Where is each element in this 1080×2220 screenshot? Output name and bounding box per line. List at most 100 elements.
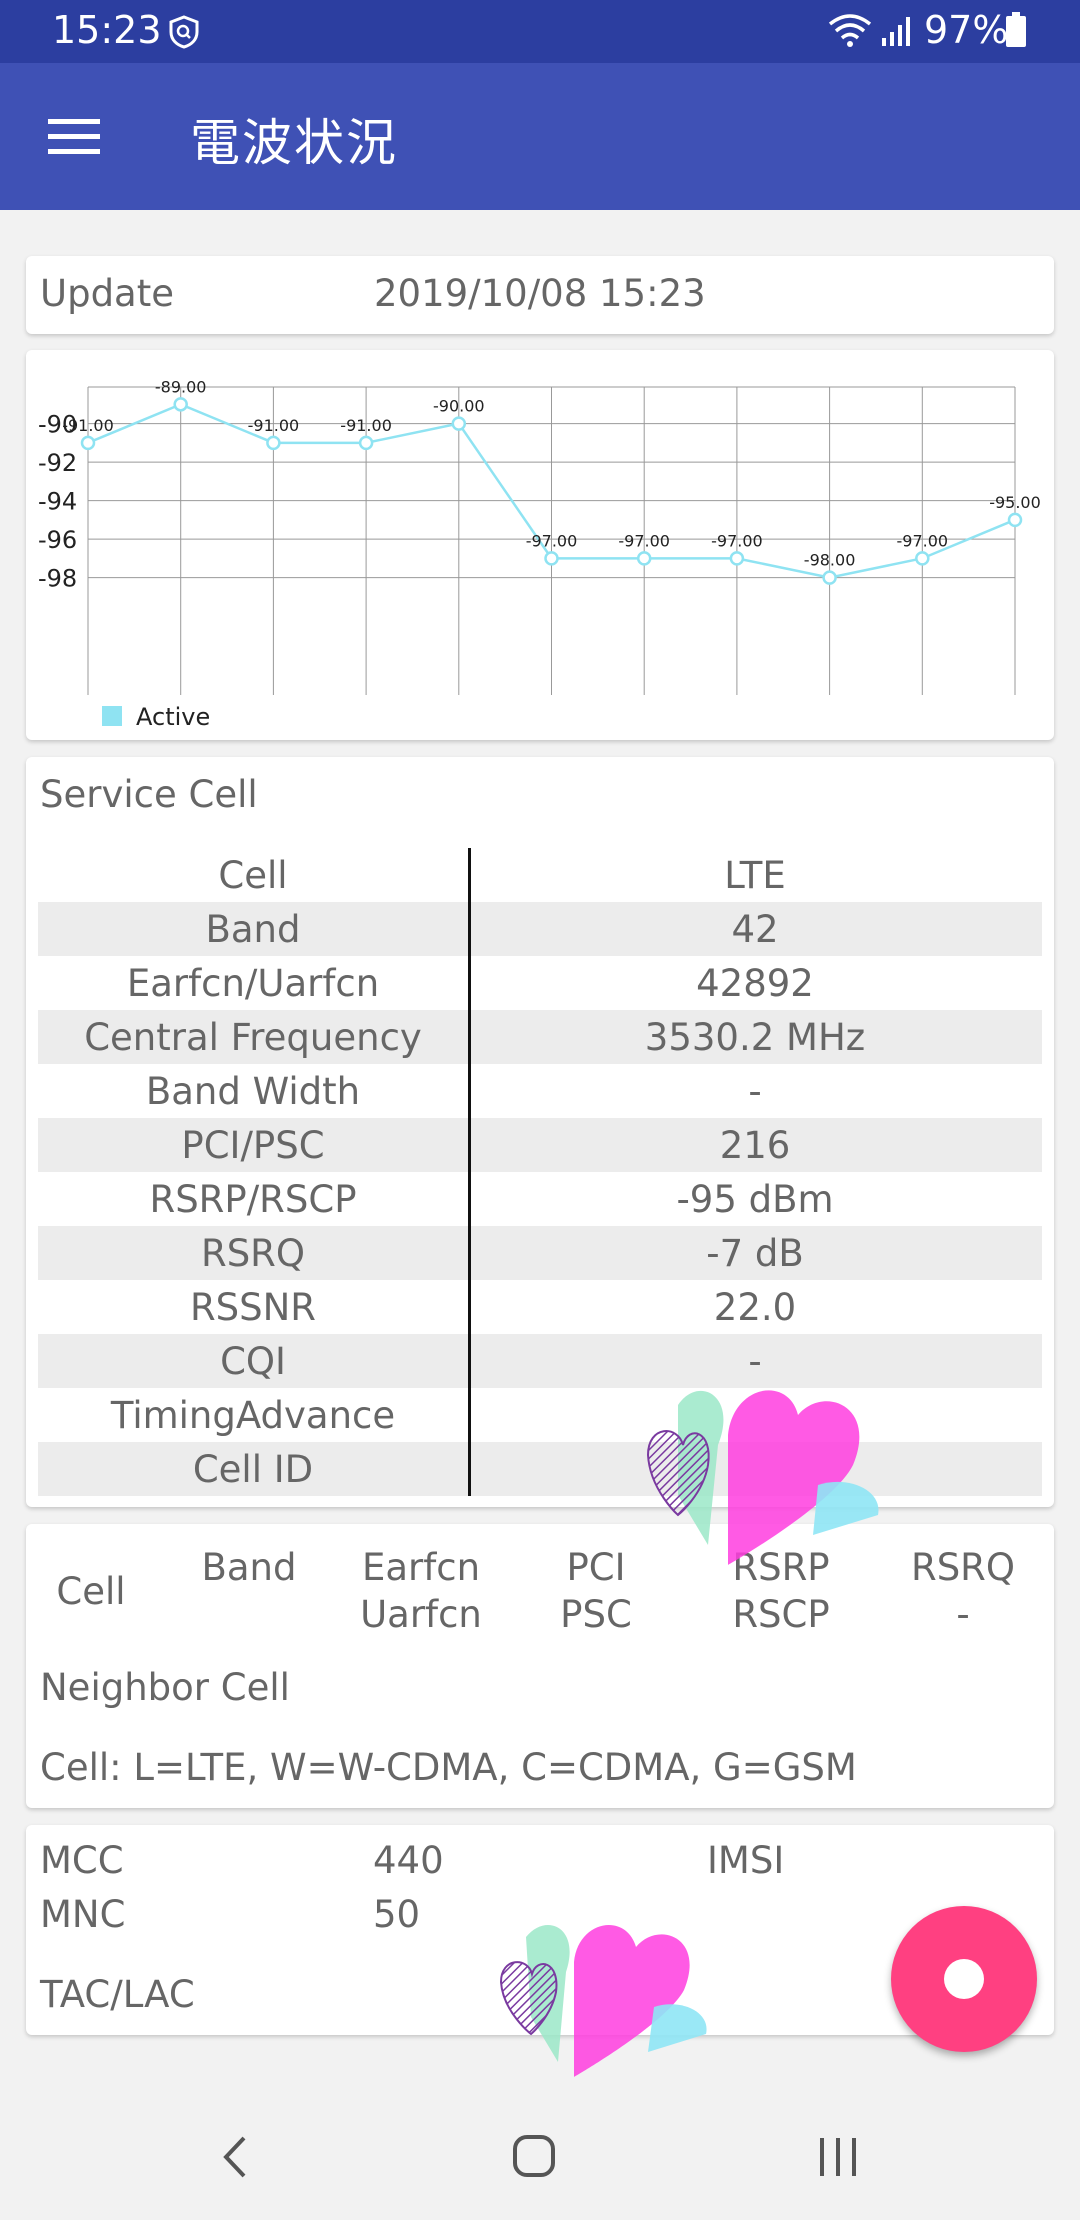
tac-lac-label: TAC/LAC <box>40 1973 195 2016</box>
mcc-label: MCC <box>40 1839 124 1882</box>
menu-icon[interactable] <box>48 117 100 161</box>
row-label: TimingAdvance <box>110 1393 396 1437</box>
data-point <box>266 435 281 451</box>
update-card: Update 2019/10/08 15:23 <box>26 256 1054 334</box>
mnc-label: MNC <box>40 1893 126 1936</box>
system-nav-bar <box>0 2094 1080 2220</box>
row-value: - <box>748 1339 762 1383</box>
row-label: Band <box>205 907 301 951</box>
hearts-sticker <box>638 1375 888 1569</box>
header-line-2: RSCP <box>732 1593 830 1636</box>
data-label: -97.00 <box>711 531 763 550</box>
header-line-1: RSRP <box>732 1546 830 1589</box>
neighbor-header-band: Band <box>174 1544 324 1591</box>
row-label: PCI/PSC <box>181 1123 325 1167</box>
data-label: -90.00 <box>433 397 485 416</box>
neighbor-header-rsrp: RSRP RSCP <box>706 1544 856 1638</box>
row-label: RSSNR <box>189 1285 317 1329</box>
table-row: Cell LTE <box>38 848 1042 902</box>
table-row: RSSNR 22.0 <box>38 1280 1042 1334</box>
battery-percent: 97% <box>924 8 1009 52</box>
header-line-1: RSRQ <box>910 1546 1016 1589</box>
neighbor-cell-card: Cell Band Earfcn Uarfcn PCI PSC RSRP RSC… <box>26 1524 1054 1808</box>
row-label: Central Frequency <box>84 1015 422 1059</box>
data-point <box>822 570 837 585</box>
row-label: Band Width <box>145 1069 361 1113</box>
neighbor-cell-title: Neighbor Cell <box>40 1666 290 1709</box>
row-label: Earfcn/Uarfcn <box>126 961 380 1005</box>
header-line-1: Band <box>201 1546 297 1589</box>
signal-chart: -90 -92 -94 -96 -98 -91.00 -89.00 -91.00 -91.00 -… <box>26 350 1054 740</box>
data-point <box>544 551 559 566</box>
header-line-2: - <box>956 1593 970 1636</box>
row-value: 42 <box>731 907 779 951</box>
row-label: Cell <box>218 853 288 897</box>
data-label: -91.00 <box>248 416 300 435</box>
hearts-sticker <box>496 1912 716 2086</box>
row-label: Cell ID <box>192 1447 314 1491</box>
row-value: LTE <box>724 853 786 897</box>
status-time: 15:23 <box>52 8 162 52</box>
data-point <box>729 551 745 566</box>
recent-apps-icon[interactable] <box>816 2132 862 2186</box>
row-value: - <box>748 1069 762 1113</box>
data-label: -91.00 <box>62 416 114 435</box>
update-label: Update <box>40 272 174 315</box>
header-line-1: Cell <box>56 1570 126 1613</box>
data-point <box>173 397 188 412</box>
imsi-label: IMSI <box>707 1839 785 1882</box>
data-label: -97.00 <box>618 531 670 550</box>
table-row: Cell ID <box>38 1442 1042 1496</box>
table-divider <box>468 848 471 1496</box>
legend-label: Active <box>136 703 210 731</box>
row-label: CQI <box>220 1339 286 1383</box>
header-line-2: Uarfcn <box>360 1593 482 1636</box>
status-bar: 15:23 97% <box>0 0 1080 63</box>
y-tick-label: -98 <box>38 565 77 593</box>
data-label: -95.00 <box>989 493 1041 512</box>
mcc-value: 440 <box>373 1839 444 1882</box>
table-row: Band Width - <box>38 1064 1042 1118</box>
record-button[interactable] <box>891 1906 1037 2052</box>
service-cell-table: Cell LTE Band 42 Earfcn/Uarfcn 42892 Centra… <box>38 848 1042 1496</box>
data-point <box>358 435 374 451</box>
data-label: -97.00 <box>897 531 949 550</box>
header-line-1: Earfcn <box>361 1546 481 1589</box>
neighbor-cell-legend: Cell: L=LTE, W=W-CDMA, C=CDMA, G=GSM <box>40 1746 857 1789</box>
table-row: Central Frequency 3530.2 MHz <box>38 1010 1042 1064</box>
data-point <box>915 551 930 566</box>
data-label: -89.00 <box>155 377 207 396</box>
neighbor-header-earfcn: Earfcn Uarfcn <box>336 1544 506 1638</box>
battery-icon <box>1005 12 1027 52</box>
row-label: RSRQ <box>200 1231 306 1275</box>
neighbor-header-pci: PCI PSC <box>526 1544 666 1638</box>
row-value: 22.0 <box>713 1285 797 1329</box>
row-value: 42892 <box>696 961 814 1005</box>
y-tick-label: -92 <box>38 449 77 477</box>
service-cell-title: Service Cell <box>40 773 258 816</box>
row-value: 3530.2 MHz <box>644 1015 866 1059</box>
row-value: -7 dB <box>706 1231 804 1275</box>
shield-icon <box>166 14 202 54</box>
table-row: CQI - <box>38 1334 1042 1388</box>
signal-chart-svg: -90 -92 -94 -96 -98 -91.00 -89.00 -91.00 -91.00 -… <box>38 377 1041 731</box>
back-icon[interactable] <box>216 2132 256 2186</box>
legend-swatch <box>102 706 122 726</box>
data-point <box>80 435 96 451</box>
y-tick-label: -94 <box>38 488 77 516</box>
y-tick-label: -90 <box>38 411 77 439</box>
home-icon[interactable] <box>510 2132 560 2186</box>
table-row: PCI/PSC 216 <box>38 1118 1042 1172</box>
row-label: RSRP/RSCP <box>149 1177 357 1221</box>
data-label: -98.00 <box>804 551 856 570</box>
record-icon <box>944 1959 984 1999</box>
neighbor-header-cell: Cell <box>46 1568 136 1615</box>
data-point <box>451 416 467 431</box>
header-line-2: PSC <box>560 1593 632 1636</box>
app-bar: 電波状況 <box>0 63 1080 210</box>
table-row: Band 42 <box>38 902 1042 956</box>
table-row: RSRP/RSCP -95 dBm <box>38 1172 1042 1226</box>
row-value: -95 dBm <box>676 1177 834 1221</box>
neighbor-header-rsrq: RSRQ - <box>888 1544 1038 1638</box>
table-row: Earfcn/Uarfcn 42892 <box>38 956 1042 1010</box>
